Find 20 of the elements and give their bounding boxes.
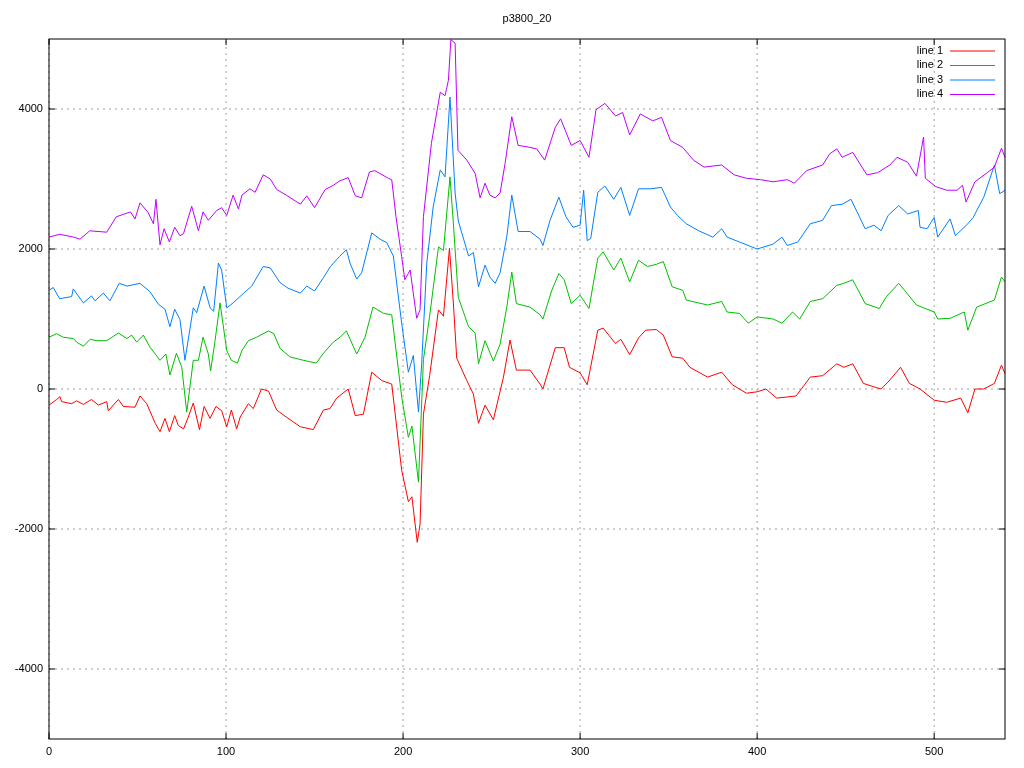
chart-title: p3800_20	[502, 12, 552, 24]
x-tick-label: 0	[45, 745, 53, 757]
line-series	[48, 176, 1006, 483]
x-tick-label: 200	[393, 745, 413, 757]
y-tick-label: -4000	[14, 661, 43, 674]
y-tick-label: -2000	[14, 521, 43, 534]
legend-label: line 2	[916, 58, 943, 71]
y-tick-label: 0	[36, 381, 43, 394]
line-series	[48, 247, 1006, 543]
x-tick-label: 500	[925, 745, 944, 757]
x-tick-label: 400	[747, 745, 767, 757]
x-tick-label: 100	[216, 745, 236, 757]
y-tick-label: 4000	[18, 101, 43, 114]
legend-label: line 3	[916, 72, 943, 85]
legend-label: line 1	[916, 43, 943, 56]
line-series	[48, 96, 1006, 413]
y-tick-label: 2000	[18, 241, 43, 254]
legend-label: line 4	[916, 87, 943, 100]
line-series	[48, 39, 1006, 319]
x-tick-label: 300	[570, 745, 590, 757]
